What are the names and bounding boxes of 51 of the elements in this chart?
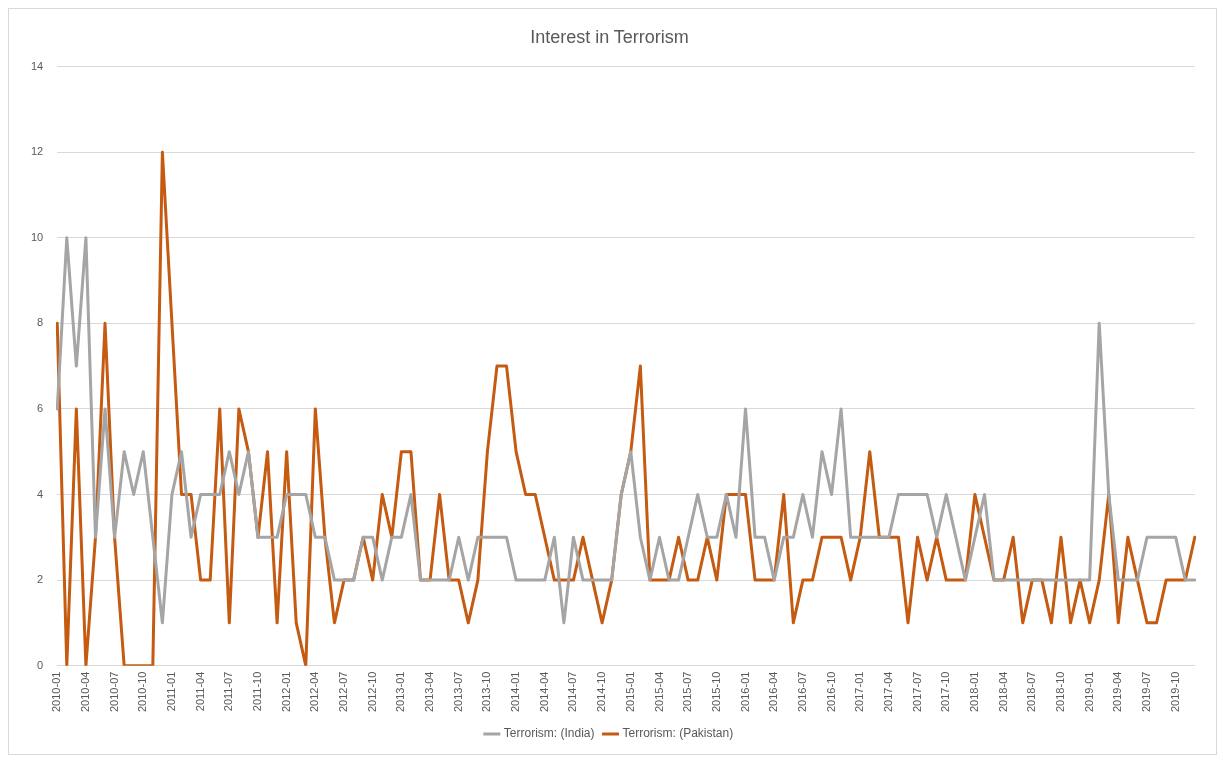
x-tick-label: 2011-04 <box>193 671 206 712</box>
chart-title: Interest in Terrorism <box>530 26 689 47</box>
x-tick-label: 2016-10 <box>824 671 837 713</box>
x-tick-label: 2012-10 <box>365 671 378 713</box>
x-tick-label: 2015-07 <box>681 671 694 713</box>
x-tick-label: 2019-07 <box>1140 671 1153 713</box>
x-tick-label: 2018-01 <box>967 671 980 713</box>
x-tick-label: 2016-07 <box>795 671 808 713</box>
x-tick-label: 2019-01 <box>1082 671 1095 713</box>
y-tick-label: 0 <box>37 658 44 671</box>
x-tick-label: 2012-01 <box>279 671 292 713</box>
legend-label: Terrorism: (Pakistan) <box>622 726 734 741</box>
y-tick-label: 4 <box>37 487 44 500</box>
x-tick-label: 2016-04 <box>767 671 780 713</box>
x-tick-label: 2015-04 <box>652 671 665 713</box>
x-tick-label: 2017-01 <box>853 671 866 713</box>
x-tick-label: 2010-07 <box>107 671 120 713</box>
x-tick-label: 2017-07 <box>910 671 923 713</box>
x-tick-label: 2011-10 <box>251 671 264 712</box>
y-tick-label: 6 <box>37 401 44 414</box>
x-tick-label: 2018-04 <box>996 671 1009 713</box>
x-tick-label: 2015-10 <box>709 671 722 713</box>
x-tick-label: 2010-01 <box>50 671 63 713</box>
y-tick-label: 2 <box>37 573 44 586</box>
y-tick-label: 12 <box>30 145 44 158</box>
x-tick-label: 2012-04 <box>308 671 321 713</box>
x-tick-label: 2019-10 <box>1168 671 1181 713</box>
x-tick-label: 2013-01 <box>394 671 407 713</box>
x-tick-label: 2014-01 <box>509 671 522 713</box>
x-tick-label: 2011-07 <box>222 671 235 712</box>
x-tick-label: 2013-07 <box>451 671 464 713</box>
x-tick-label: 2010-10 <box>136 671 149 713</box>
x-tick-label: 2010-04 <box>78 671 91 713</box>
x-tick-label: 2019-04 <box>1111 671 1124 713</box>
x-tick-label: 2014-10 <box>595 671 608 713</box>
x-tick-label: 2013-04 <box>423 671 436 713</box>
x-tick-label: 2018-10 <box>1054 671 1066 713</box>
y-tick-label: 10 <box>30 230 44 243</box>
x-tick-label: 2013-10 <box>480 671 493 713</box>
y-tick-label: 14 <box>30 59 44 72</box>
x-tick-label: 2016-01 <box>738 671 751 713</box>
x-tick-label: 2017-10 <box>939 671 952 713</box>
x-tick-label: 2014-07 <box>566 671 579 713</box>
x-tick-label: 2015-01 <box>623 671 636 713</box>
legend-label: Terrorism: (India) <box>503 726 595 741</box>
y-tick-label: 8 <box>37 316 44 329</box>
x-tick-label: 2018-07 <box>1025 671 1038 713</box>
x-tick-label: 2012-07 <box>337 671 350 713</box>
x-tick-label: 2011-01 <box>164 671 177 712</box>
x-tick-label: 2014-04 <box>537 671 550 713</box>
x-tick-label: 2017-04 <box>881 671 894 713</box>
